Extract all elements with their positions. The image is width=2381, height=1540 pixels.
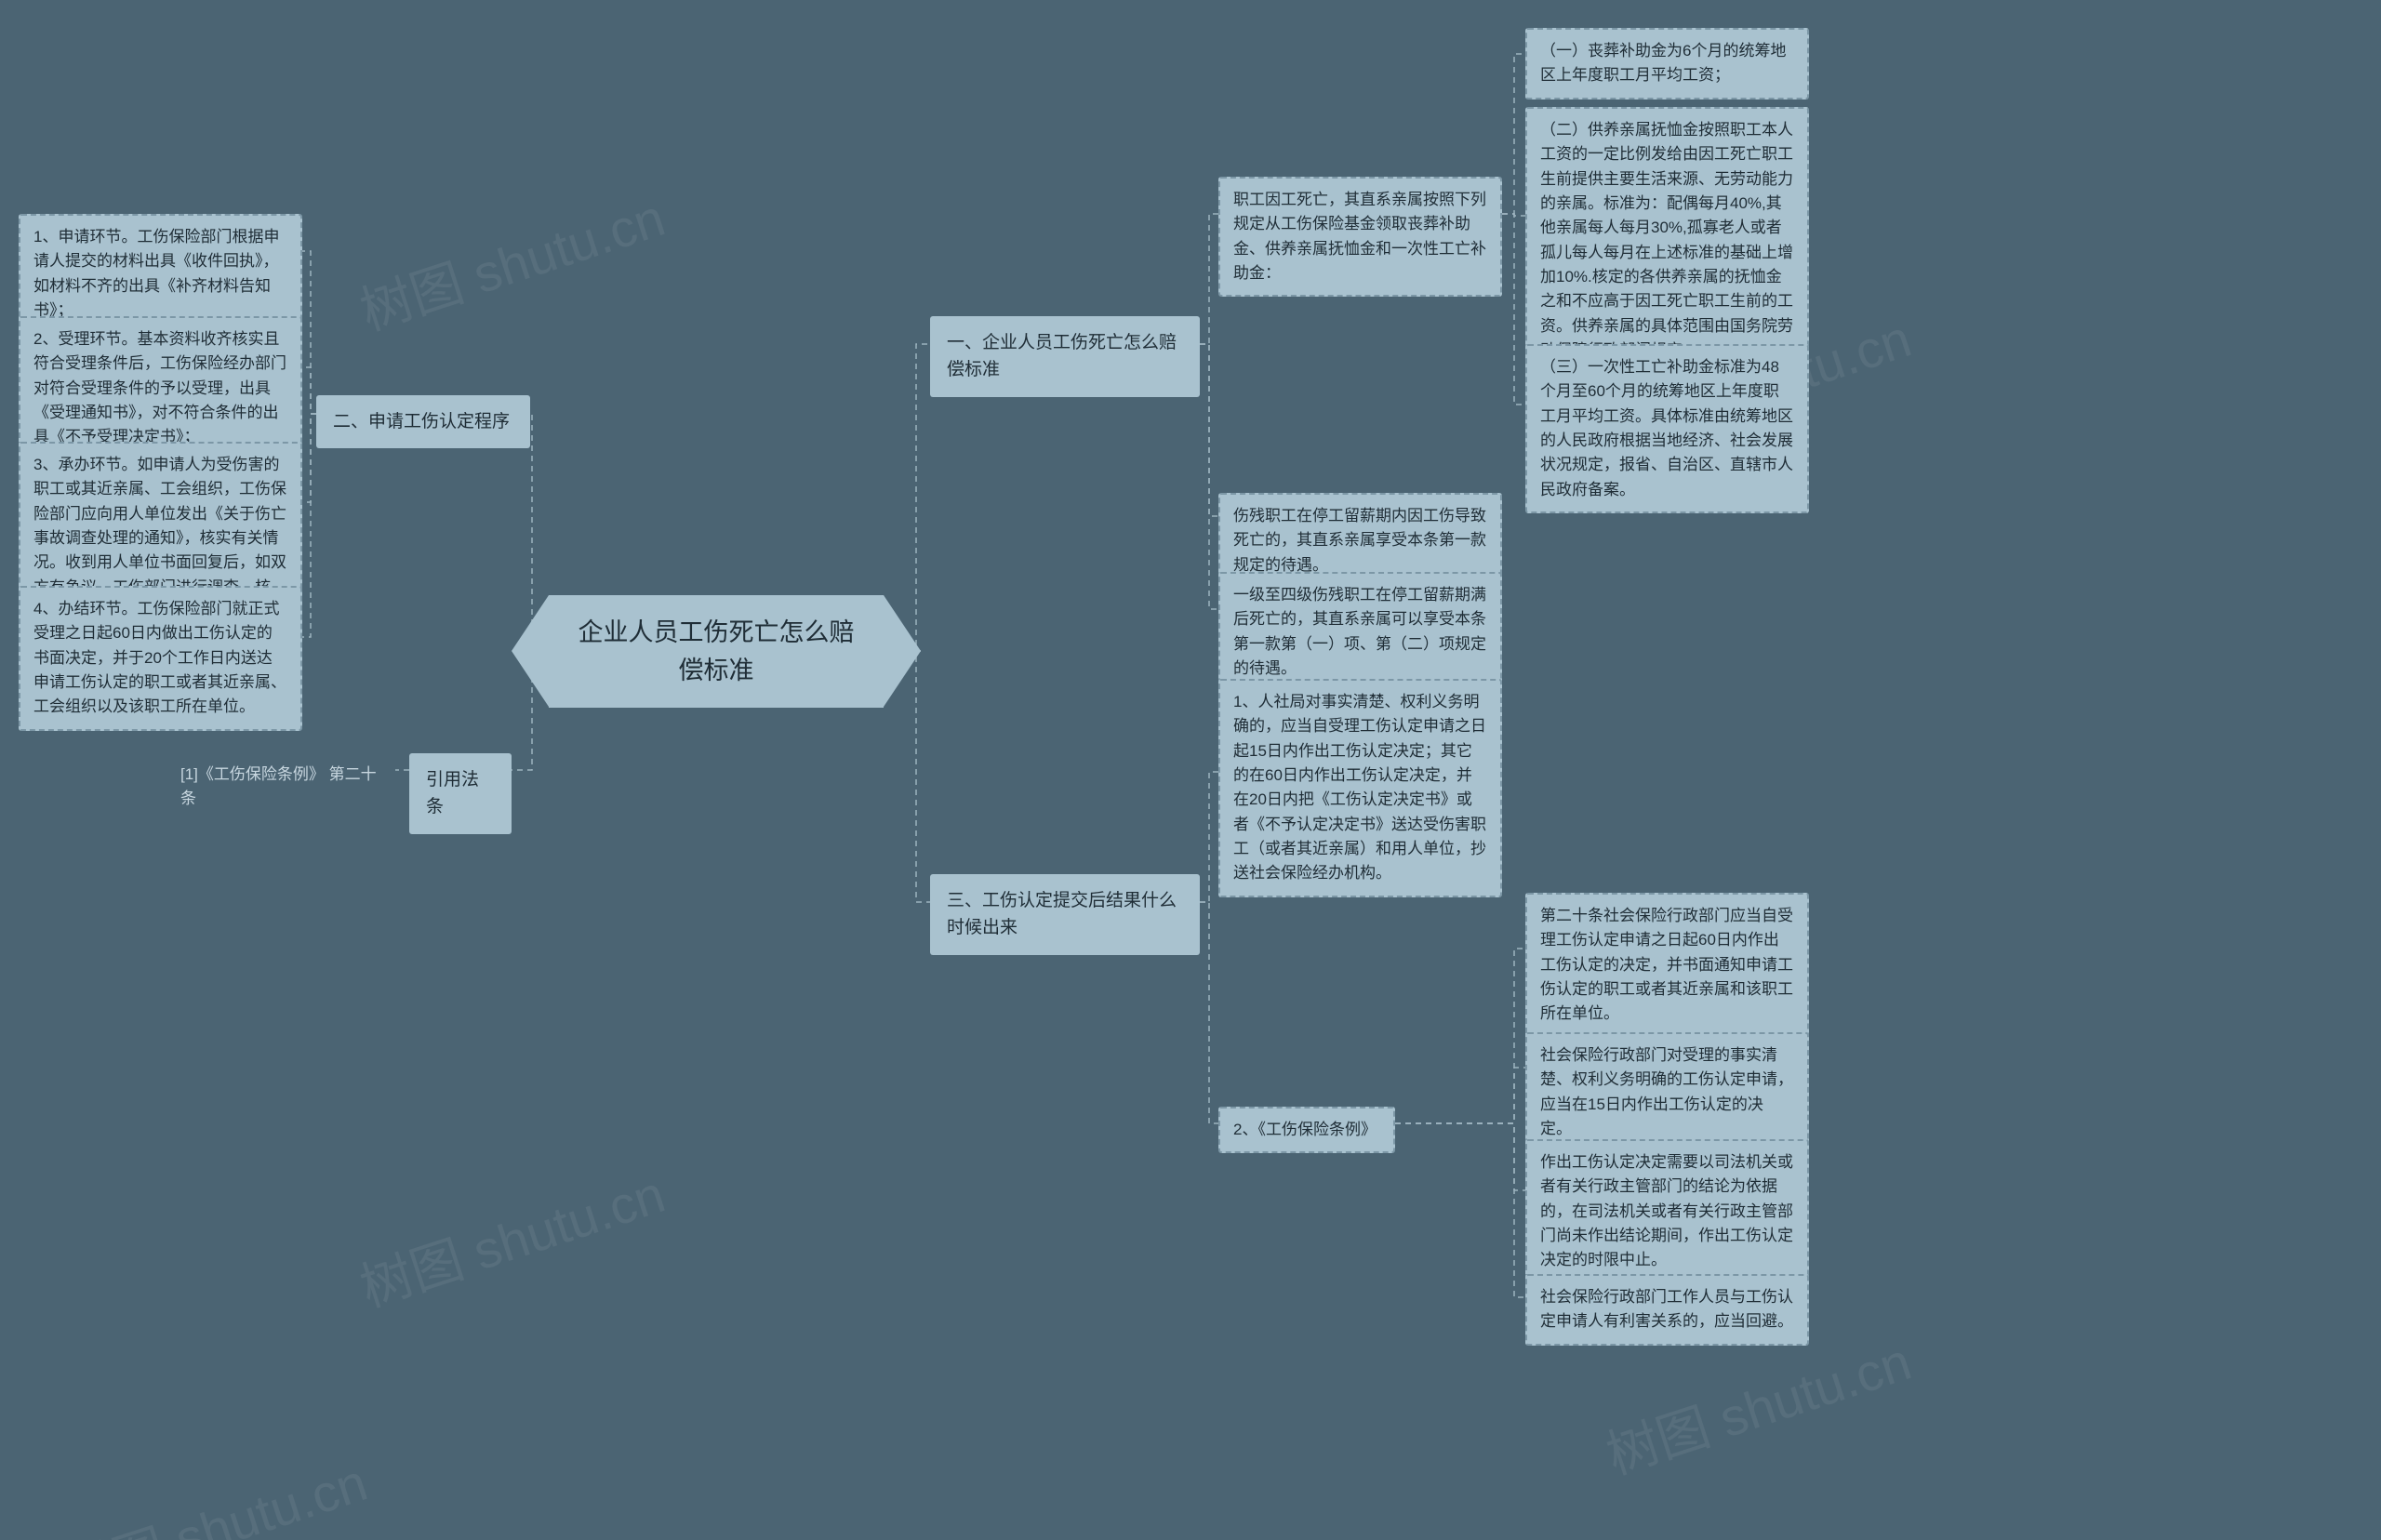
leaf-text: 社会保险行政部门对受理的事实清楚、权利义务明确的工伤认定申请，应当在15日内作出… bbox=[1540, 1046, 1793, 1137]
leaf-text: （三）一次性工亡补助金标准为48个月至60个月的统筹地区上年度职工月平均工资。具… bbox=[1540, 358, 1793, 498]
branch-ref-label: 引用法条 bbox=[426, 770, 479, 816]
leaf-text: 社会保险行政部门工作人员与工伤认定申请人有利害关系的，应当回避。 bbox=[1540, 1288, 1793, 1330]
branch-1: 一、企业人员工伤死亡怎么赔偿标准 bbox=[930, 316, 1200, 397]
leaf-text: 一级至四级伤残职工在停工留薪期满后死亡的，其直系亲属可以享受本条第一款第（一）项… bbox=[1233, 586, 1486, 677]
watermark: 树图 shutu.cn bbox=[350, 1153, 673, 1322]
leaf-text: 职工因工死亡，其直系亲属按照下列规定从工伤保险基金领取丧葬补助金、供养亲属抚恤金… bbox=[1233, 191, 1486, 282]
branch-ref: 引用法条 bbox=[409, 753, 512, 834]
leaf-text: （一）丧葬补助金为6个月的统筹地区上年度职工月平均工资； bbox=[1540, 42, 1786, 84]
root-label: 企业人员工伤死亡怎么赔偿标准 bbox=[579, 618, 855, 684]
leaf-text: 1、申请环节。工伤保险部门根据申请人提交的材料出具《收件回执》，如材料不齐的出具… bbox=[33, 228, 279, 319]
leaf-text: 1、人社局对事实清楚、权利义务明确的，应当自受理工伤认定申请之日起15日内作出工… bbox=[1233, 693, 1486, 882]
node-b3-c2: 2、《工伤保险条例》 bbox=[1218, 1107, 1395, 1153]
leaf-text: 4、办结环节。工伤保险部门就正式受理之日起60日内做出工伤认定的书面决定，并于2… bbox=[33, 600, 286, 715]
branch-3-label: 三、工伤认定提交后结果什么时候出来 bbox=[947, 891, 1177, 937]
leaf-b3-c2-1: 第二十条社会保险行政部门应当自受理工伤认定申请之日起60日内作出工伤认定的决定，… bbox=[1525, 893, 1809, 1038]
watermark: 树图 shutu.cn bbox=[1596, 1321, 1920, 1490]
leaf-b3-c2-2: 社会保险行政部门对受理的事实清楚、权利义务明确的工伤认定申请，应当在15日内作出… bbox=[1525, 1032, 1809, 1152]
leaf-text: 作出工伤认定决定需要以司法机关或者有关行政主管部门的结论为依据的，在司法机关或者… bbox=[1540, 1153, 1793, 1268]
leaf-text: [1]《工伤保险条例》 第二十条 bbox=[180, 765, 377, 807]
branch-1-label: 一、企业人员工伤死亡怎么赔偿标准 bbox=[947, 333, 1177, 379]
leaf-b3-c2-4: 社会保险行政部门工作人员与工伤认定申请人有利害关系的，应当回避。 bbox=[1525, 1274, 1809, 1346]
root-node: 企业人员工伤死亡怎么赔偿标准 bbox=[549, 595, 884, 708]
leaf-b3-c2-3: 作出工伤认定决定需要以司法机关或者有关行政主管部门的结论为依据的，在司法机关或者… bbox=[1525, 1139, 1809, 1284]
node-b1-c3: 一级至四级伤残职工在停工留薪期满后死亡的，其直系亲属可以享受本条第一款第（一）项… bbox=[1218, 572, 1502, 692]
leaf-b1-c1-3: （三）一次性工亡补助金标准为48个月至60个月的统筹地区上年度职工月平均工资。具… bbox=[1525, 344, 1809, 513]
branch-2: 二、申请工伤认定程序 bbox=[316, 395, 530, 448]
leaf-b2-2: 2、受理环节。基本资料收齐核实且符合受理条件后，工伤保险经办部门对符合受理条件的… bbox=[19, 316, 302, 461]
leaf-b2-4: 4、办结环节。工伤保险部门就正式受理之日起60日内做出工伤认定的书面决定，并于2… bbox=[19, 586, 302, 731]
leaf-b1-c1-1: （一）丧葬补助金为6个月的统筹地区上年度职工月平均工资； bbox=[1525, 28, 1809, 100]
leaf-text: 2、受理环节。基本资料收齐核实且符合受理条件后，工伤保险经办部门对符合受理条件的… bbox=[33, 330, 286, 445]
leaf-text: 伤残职工在停工留薪期内因工伤导致死亡的，其直系亲属享受本条第一款规定的待遇。 bbox=[1233, 507, 1486, 574]
leaf-ref-1: [1]《工伤保险条例》 第二十条 bbox=[167, 753, 395, 821]
branch-3: 三、工伤认定提交后结果什么时候出来 bbox=[930, 874, 1200, 955]
branch-2-label: 二、申请工伤认定程序 bbox=[333, 412, 510, 431]
watermark: 树图 shutu.cn bbox=[52, 1441, 376, 1540]
node-b3-c1: 1、人社局对事实清楚、权利义务明确的，应当自受理工伤认定申请之日起15日内作出工… bbox=[1218, 679, 1502, 897]
leaf-text: 第二十条社会保险行政部门应当自受理工伤认定申请之日起60日内作出工伤认定的决定，… bbox=[1540, 907, 1793, 1022]
leaf-text: 2、《工伤保险条例》 bbox=[1233, 1121, 1377, 1138]
watermark: 树图 shutu.cn bbox=[350, 177, 673, 346]
leaf-text: （二）供养亲属抚恤金按照职工本人工资的一定比例发给由因工死亡职工生前提供主要生活… bbox=[1540, 121, 1793, 359]
leaf-b1-c1-2: （二）供养亲属抚恤金按照职工本人工资的一定比例发给由因工死亡职工生前提供主要生活… bbox=[1525, 107, 1809, 374]
node-b1-c1: 职工因工死亡，其直系亲属按照下列规定从工伤保险基金领取丧葬补助金、供养亲属抚恤金… bbox=[1218, 177, 1502, 297]
